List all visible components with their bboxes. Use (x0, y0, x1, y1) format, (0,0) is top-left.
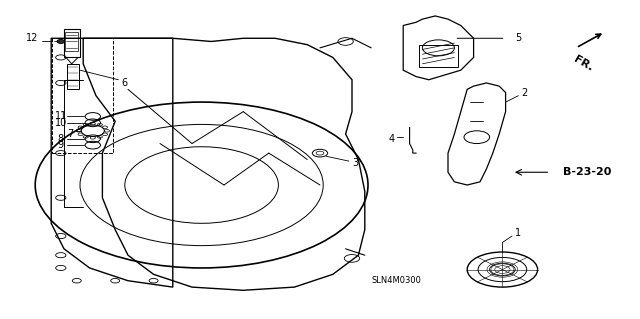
Text: 4: 4 (388, 134, 395, 144)
Text: 6: 6 (122, 78, 128, 88)
Text: 9: 9 (58, 140, 64, 150)
Circle shape (57, 40, 65, 43)
Text: 1: 1 (515, 228, 522, 238)
Bar (67, 64, 79, 89)
Text: 7: 7 (67, 129, 74, 139)
Text: 8: 8 (58, 134, 64, 144)
Text: 10: 10 (54, 118, 67, 128)
Text: 3: 3 (352, 158, 358, 168)
Text: 2: 2 (522, 87, 528, 98)
Text: 12: 12 (26, 33, 38, 43)
Text: FR.: FR. (572, 54, 595, 73)
Text: B-23-20: B-23-20 (563, 167, 612, 177)
Bar (64, 29, 80, 57)
Text: 5: 5 (515, 33, 522, 43)
Text: SLN4M0300: SLN4M0300 (372, 276, 422, 285)
Bar (65, 32, 78, 51)
Bar (419, 45, 458, 67)
Text: 11: 11 (54, 111, 67, 122)
Bar (52, 38, 113, 153)
